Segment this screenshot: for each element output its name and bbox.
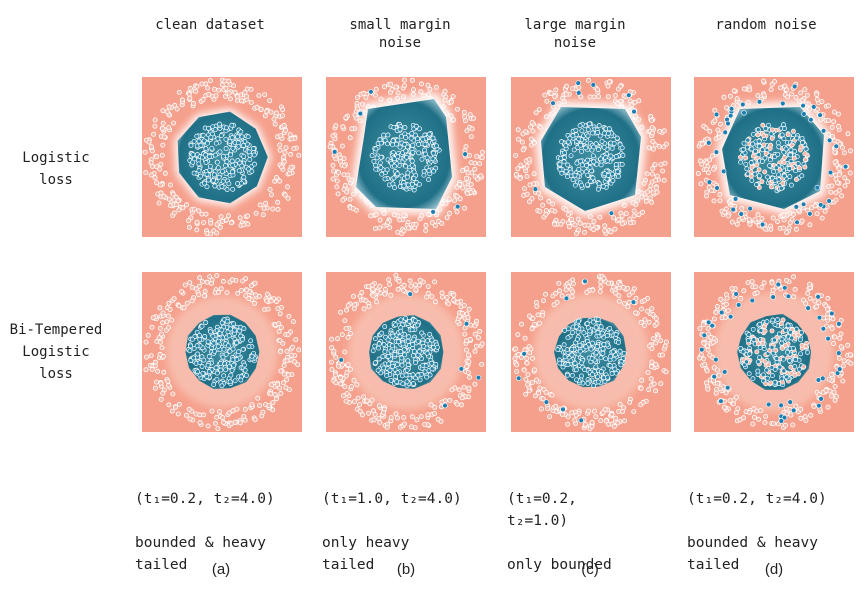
panel-bitempered-large-margin-plot [511, 272, 671, 432]
caption-a-desc: bounded & heavy tailed [135, 535, 266, 573]
caption-b-params: (t₁=1.0, t₂=4.0) [322, 491, 462, 507]
row-header-bi-tempered: Bi-Tempered Logistic loss [9, 322, 103, 382]
outer-class-points [143, 273, 302, 432]
panel-logistic-random-noise-plot [694, 77, 854, 237]
column-header-small-margin: small margin noise [349, 17, 451, 51]
panel-bitempered-random-noise-plot [694, 272, 854, 432]
subfigure-label-d: (d) [764, 561, 784, 578]
noise-points [515, 278, 637, 424]
column-header-large-margin: large margin noise [524, 17, 626, 51]
inner-class-points [737, 122, 810, 194]
caption-d: (t₁=0.2, t₂=4.0) bounded & heavy tailed [687, 466, 862, 598]
noise-points [532, 80, 637, 216]
panel-logistic-large-margin [511, 77, 671, 237]
panel-bitempered-clean-plot [142, 272, 302, 432]
subfigure-label-c: (c) [581, 561, 599, 578]
panel-bitempered-large-margin [511, 272, 671, 432]
noise-points [706, 83, 849, 228]
subfigure-label-a: (a) [211, 561, 231, 578]
noise-points [338, 291, 482, 409]
inner-decision-region [185, 314, 260, 389]
inner-class-points [738, 317, 810, 388]
outer-class-points [142, 77, 302, 237]
inner-class-points [370, 315, 440, 389]
caption-a-params: (t₁=0.2, t₂=4.0) [135, 491, 275, 507]
inner-class-points [555, 121, 626, 192]
caption-c: (t₁=0.2, t₂=1.0) only bounded [507, 466, 682, 598]
caption-b: (t₁=1.0, t₂=4.0) only heavy tailed [322, 466, 502, 598]
inner-class-points [186, 316, 258, 389]
panel-logistic-random-noise [694, 77, 854, 237]
inner-class-points [555, 316, 627, 388]
panel-logistic-small-margin-plot [326, 77, 486, 237]
column-header-clean: clean dataset [155, 17, 265, 33]
panel-bitempered-clean [142, 272, 302, 432]
panel-bitempered-small-margin-plot [326, 272, 486, 432]
inner-class-points [187, 121, 259, 192]
panel-logistic-large-margin-plot [511, 77, 671, 237]
caption-c-params: (t₁=0.2, t₂=1.0) [507, 491, 577, 529]
panel-bitempered-random-noise [694, 272, 854, 432]
panel-logistic-clean-plot [142, 77, 302, 237]
column-header-random-noise: random noise [715, 17, 817, 33]
subfigure-label-b: (b) [396, 561, 416, 578]
outer-class-points [328, 272, 485, 431]
caption-a: (t₁=0.2, t₂=4.0) bounded & heavy tailed [135, 466, 315, 598]
panel-logistic-small-margin [326, 77, 486, 237]
outer-class-points [695, 78, 853, 236]
caption-d-params: (t₁=0.2, t₂=4.0) [687, 491, 827, 507]
panel-bitempered-small-margin [326, 272, 486, 432]
caption-b-desc: only heavy tailed [322, 535, 410, 573]
noise-points [331, 89, 468, 215]
row-header-logistic: Logistic loss [22, 150, 90, 188]
caption-c-desc: only bounded [507, 557, 612, 573]
inner-class-points [369, 121, 442, 193]
caption-d-desc: bounded & heavy tailed [687, 535, 818, 573]
outer-class-points [512, 273, 669, 432]
noise-points [699, 281, 843, 424]
panel-logistic-clean [142, 77, 302, 237]
